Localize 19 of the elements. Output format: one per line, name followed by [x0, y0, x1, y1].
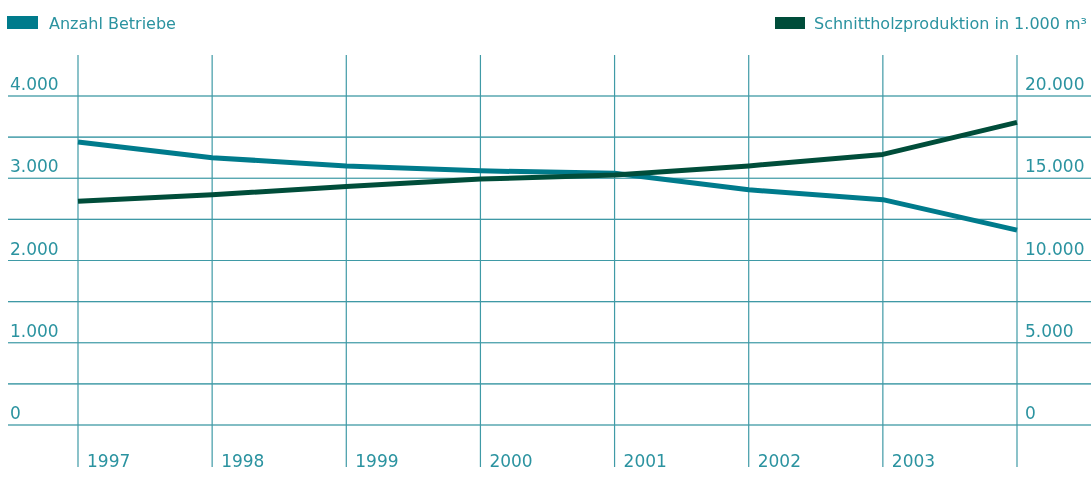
- y-tick-label: 1.000: [10, 320, 59, 341]
- x-tick-label: 2002: [757, 451, 801, 471]
- y-tick-label: 2.000: [10, 238, 59, 259]
- y2-tick-label: 5.000: [1025, 320, 1074, 341]
- legend-label: Anzahl Betriebe: [49, 14, 176, 33]
- x-tick-label: 1998: [221, 451, 265, 471]
- legend-label: Schnittholzproduktion in 1.000 m³: [813, 14, 1087, 33]
- x-tick-label: 1999: [355, 451, 399, 471]
- y-tick-label: 0: [10, 403, 21, 423]
- y2-tick-label: 10.000: [1025, 238, 1085, 259]
- y2-tick-label: 20.000: [1025, 74, 1085, 94]
- x-tick-label: 1997: [87, 451, 131, 471]
- y-tick-label: 4.000: [10, 74, 59, 94]
- y2-tick-label: 0: [1025, 403, 1036, 423]
- y-tick-label: 3.000: [10, 156, 59, 177]
- x-tick-label: 2003: [891, 451, 936, 471]
- y2-tick-label: 15.000: [1025, 156, 1085, 177]
- x-tick-label: 2000: [489, 451, 533, 471]
- x-tick-label: 2001: [623, 451, 667, 471]
